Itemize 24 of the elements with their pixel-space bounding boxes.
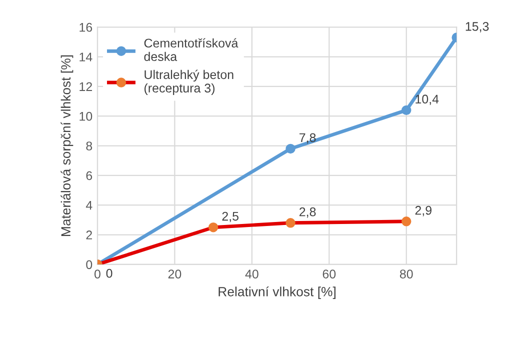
y-tick-label: 8 (86, 142, 92, 150)
y-axis-title: Materiálová sorpční vlhkost [%] (60, 55, 74, 236)
y-tick-label: 6 (86, 171, 92, 180)
data-label: 10,4 (416, 94, 439, 106)
y-tick-label: 12 (80, 82, 92, 91)
x-tick-label: 0 (94, 270, 100, 278)
y-tick-label: 14 (80, 52, 92, 62)
data-label: 7,8 (300, 133, 316, 144)
x-tick-label: 40 (245, 270, 258, 278)
data-label: 2,9 (415, 206, 432, 216)
x-tick-label: 20 (168, 270, 182, 278)
x-tick-label: 80 (400, 270, 413, 278)
data-label: 15,3 (466, 22, 489, 32)
y-tick-label: 16 (80, 22, 92, 32)
legend-label: Ultralehký beton (receptura 3) (144, 70, 234, 95)
y-tick-label: 2 (86, 230, 92, 240)
y-tick-label: 0 (86, 260, 92, 270)
legend-label: Cementotřísková deska (144, 38, 238, 62)
data-label: 2,8 (299, 207, 316, 218)
y-tick-label: 10 (80, 112, 92, 121)
x-tick-label: 60 (322, 270, 336, 278)
data-label: 2,5 (222, 212, 238, 222)
x-axis-title: Relativní vlhkost [%] (218, 286, 336, 299)
y-tick-label: 4 (86, 201, 92, 210)
